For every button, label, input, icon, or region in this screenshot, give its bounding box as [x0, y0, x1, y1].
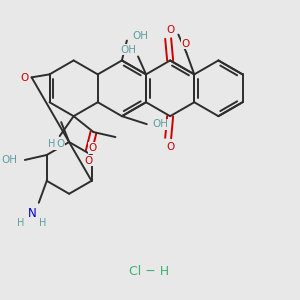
- Text: Cl − H: Cl − H: [129, 265, 169, 278]
- Text: OH: OH: [133, 31, 149, 40]
- Text: OH: OH: [120, 44, 136, 55]
- Text: OH: OH: [1, 155, 17, 165]
- Text: O: O: [84, 156, 93, 166]
- Text: H: H: [48, 139, 56, 149]
- Text: O: O: [20, 74, 29, 83]
- Text: O: O: [88, 143, 97, 153]
- Text: O: O: [181, 38, 189, 49]
- Text: OH: OH: [153, 119, 169, 129]
- Text: N: N: [27, 207, 36, 220]
- Text: O: O: [166, 25, 174, 34]
- Text: H: H: [39, 218, 46, 228]
- Text: O: O: [166, 142, 174, 152]
- Text: O: O: [57, 139, 65, 149]
- Text: H: H: [17, 218, 25, 228]
